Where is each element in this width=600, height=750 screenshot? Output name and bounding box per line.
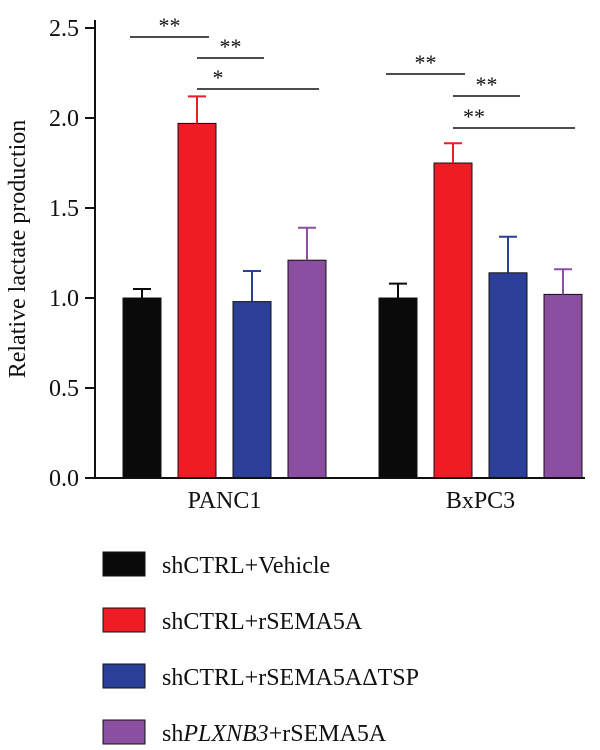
y-ticks: 0.0 0.5 1.0 1.5 2.0 2.5 <box>49 16 95 492</box>
significance-label: ** <box>476 72 498 97</box>
x-category-label: BxPC3 <box>446 488 515 514</box>
legend-swatch <box>102 719 146 745</box>
y-tick-label: 2.5 <box>49 16 79 42</box>
significance-label: ** <box>220 34 242 59</box>
bar-panc1-series-4 <box>287 259 327 479</box>
legend-label-part: PLXNB3 <box>182 721 268 747</box>
y-axis-label: Relative lactate production <box>5 120 31 379</box>
legend-label-part: sh <box>162 721 183 747</box>
axes-layer <box>94 20 585 479</box>
bar-panc1-series-1 <box>122 297 162 479</box>
legend-label: shPLXNB3+rSEMA5A <box>162 721 387 747</box>
y-tick-label: 1.5 <box>49 196 79 222</box>
legend-label-part: +rSEMA5A <box>269 721 387 747</box>
bar-bxpc3-series-3 <box>488 272 528 479</box>
y-tick-label: 2.0 <box>49 106 79 132</box>
significance-label: ** <box>415 50 437 75</box>
y-tick-label: 0.5 <box>49 376 79 402</box>
legend-label: shCTRL+Vehicle <box>162 553 330 579</box>
significance-label: ** <box>159 13 181 38</box>
bar-panc1-series-2 <box>177 122 217 479</box>
bar-bxpc3-series-2 <box>433 162 473 479</box>
y-tick-label: 0.0 <box>49 466 79 492</box>
bars-layer <box>122 95 583 479</box>
legend: shCTRL+Vehicle shCTRL+rSEMA5A shCTRL+rSEMA… <box>102 551 419 747</box>
y-tick-label: 1.0 <box>49 286 79 312</box>
legend-label: shCTRL+rSEMA5A <box>162 609 363 635</box>
legend-swatch <box>102 663 146 689</box>
legend-swatch <box>102 551 146 577</box>
bar-bxpc3-series-4 <box>543 293 583 479</box>
bar-bxpc3-series-1 <box>378 297 418 479</box>
category-labels: PANC1 BxPC3 <box>188 488 516 514</box>
legend-swatch <box>102 607 146 633</box>
x-category-label: PANC1 <box>188 488 262 514</box>
significance-annotations: *********** <box>130 13 575 129</box>
significance-label: * <box>213 65 224 90</box>
significance-label: ** <box>463 104 485 129</box>
bar-panc1-series-3 <box>232 301 272 479</box>
legend-label: shCTRL+rSEMA5AΔTSP <box>162 665 419 691</box>
